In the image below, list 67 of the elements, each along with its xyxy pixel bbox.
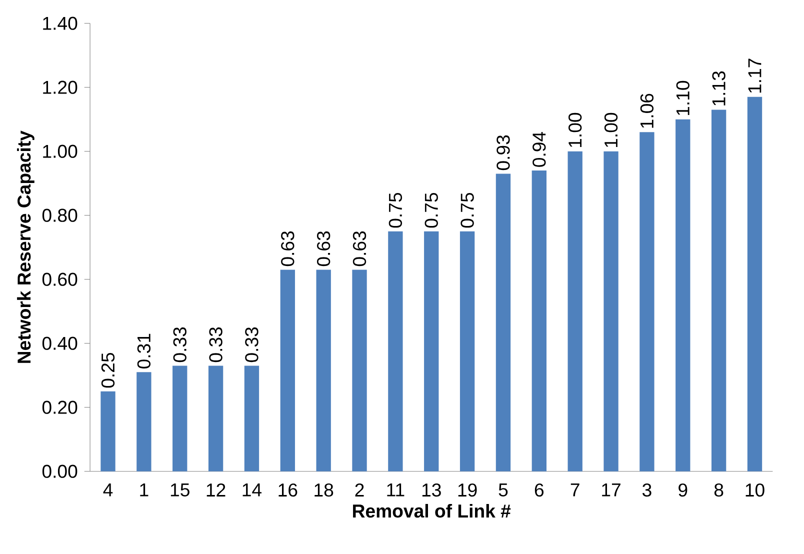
y-tick-label: 0.60 [42, 272, 78, 286]
data-label: 0.33 [173, 327, 186, 362]
bar [532, 170, 546, 472]
data-label: 0.75 [460, 192, 474, 228]
x-tick-label: 19 [458, 483, 477, 497]
x-tick-label: 4 [103, 483, 113, 496]
bar [747, 96, 762, 472]
data-label: 0.31 [137, 334, 151, 368]
data-label: 0.75 [424, 192, 438, 228]
data-label: 0.75 [388, 192, 402, 228]
y-tick-label: 0.80 [42, 208, 78, 222]
bar [460, 231, 475, 472]
x-tick-label: 7 [570, 483, 580, 496]
bar [136, 372, 152, 472]
data-label: 0.33 [245, 327, 258, 362]
data-label: 0.63 [352, 231, 366, 266]
y-axis-title: Network Reserve Capacity [17, 130, 34, 363]
bar [640, 132, 654, 472]
bar [676, 119, 690, 472]
x-tick-label: 17 [602, 483, 620, 496]
data-label: 0.63 [316, 231, 330, 266]
x-tick-label: 5 [498, 483, 508, 496]
data-label: 0.33 [209, 327, 222, 362]
bar [352, 270, 367, 472]
x-tick-label: 2 [355, 483, 364, 496]
data-label: 0.25 [101, 352, 115, 388]
x-tick-label: 12 [206, 483, 226, 496]
y-tick-label: 1.40 [43, 16, 78, 30]
data-label: 0.93 [496, 135, 510, 170]
data-label: 1.13 [712, 71, 726, 106]
data-label: 1.06 [640, 94, 654, 128]
x-tick-label: 10 [746, 483, 764, 497]
data-label: 0.94 [532, 132, 546, 167]
y-tick-label: 1.20 [43, 80, 78, 94]
y-tick-label: 1.00 [43, 144, 78, 158]
data-label: 0.63 [281, 231, 294, 266]
bar [100, 391, 116, 472]
data-label: 1.17 [748, 58, 762, 93]
bar [604, 151, 618, 472]
x-axis-title: Removal of Link # [353, 504, 511, 518]
bar [208, 366, 224, 472]
bar [316, 270, 331, 472]
x-tick-label: 13 [422, 483, 441, 497]
x-tick-label: 15 [170, 483, 190, 496]
x-tick-label: 16 [278, 483, 298, 497]
y-tick-label: 0.20 [42, 400, 78, 414]
data-label: 1.00 [604, 112, 618, 147]
x-tick-label: 8 [714, 483, 724, 497]
y-tick-label: 0.40 [42, 336, 78, 350]
bar [568, 151, 582, 472]
x-tick-label: 6 [534, 483, 544, 497]
x-tick-label: 3 [642, 483, 652, 497]
x-tick-label: 9 [678, 483, 688, 497]
bar [424, 231, 439, 472]
bar [280, 270, 295, 472]
bar [496, 174, 511, 472]
bar [244, 366, 260, 472]
x-tick-label: 1 [140, 483, 148, 496]
bar [711, 110, 726, 472]
y-tick-label: 0.00 [42, 464, 78, 478]
x-tick-label: 18 [314, 483, 334, 497]
bar [172, 366, 188, 472]
bar [388, 231, 403, 472]
x-tick-label: 11 [387, 483, 404, 496]
x-tick-label: 14 [242, 483, 262, 496]
data-label: 1.10 [676, 80, 690, 115]
data-label: 1.00 [568, 112, 582, 147]
